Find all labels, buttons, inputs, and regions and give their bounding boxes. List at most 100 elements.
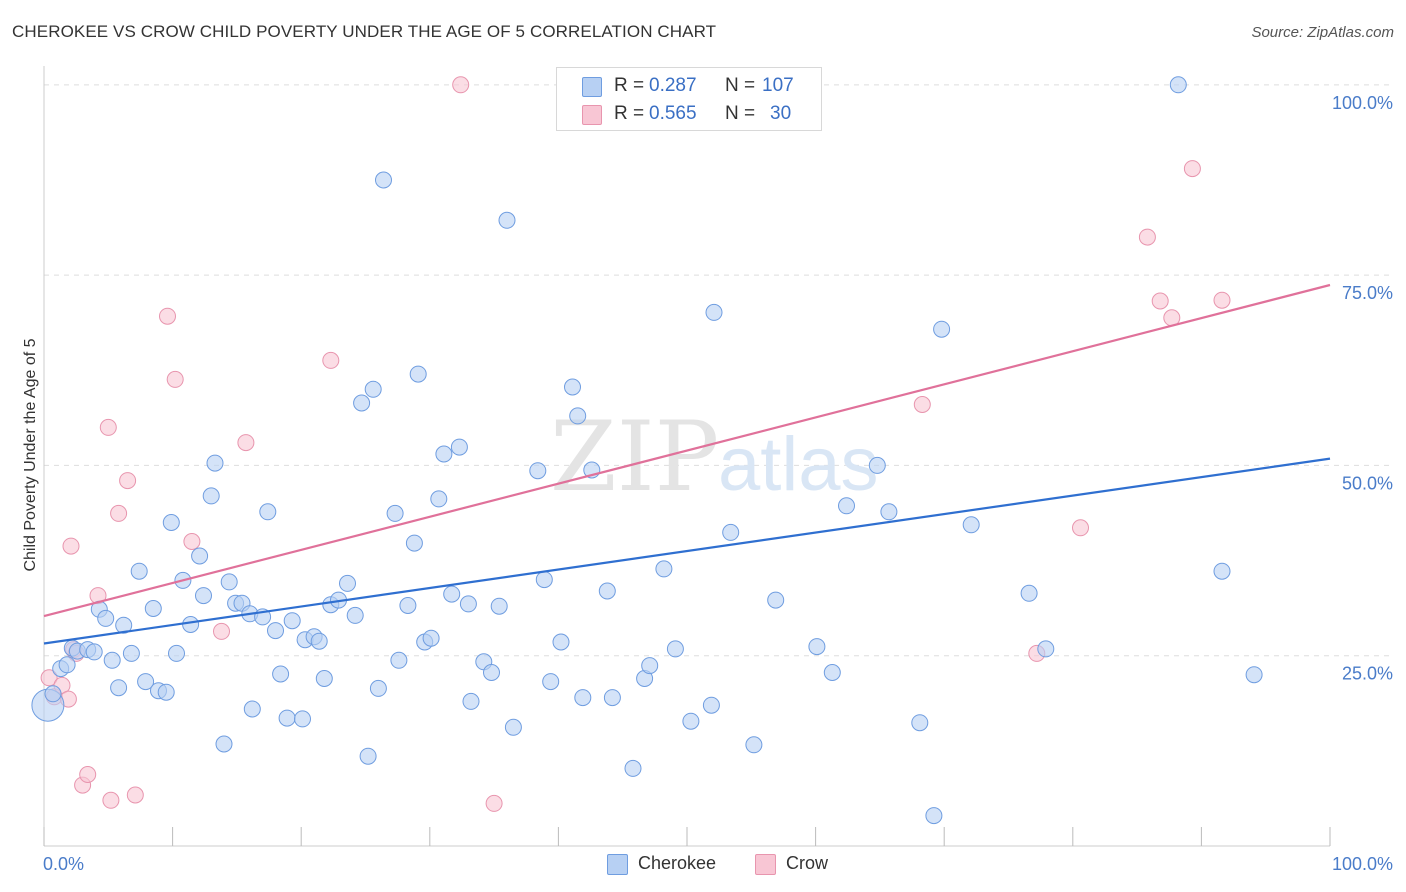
cherokee-point (868, 456, 886, 474)
cherokee-point (722, 523, 740, 541)
watermark: ZIP atlas (550, 401, 879, 513)
cherokee-legend-swatch (607, 854, 628, 875)
cherokee-point (603, 689, 621, 707)
crow-point (79, 766, 97, 783)
cherokee-point (375, 171, 392, 189)
cherokee-point (144, 600, 162, 617)
cherokee-point (569, 407, 587, 425)
crow-point (159, 307, 176, 325)
stats-legend: R = 0.287 N = 107 R = 0.565 N = 30 (556, 67, 822, 131)
crow-point (322, 351, 340, 369)
crow-point (183, 533, 201, 550)
trend-layer (43, 283, 1331, 645)
cherokee-point (823, 664, 841, 681)
cherokee-point (702, 696, 720, 714)
cherokee-point (745, 736, 763, 754)
cherokee-point (542, 673, 560, 691)
cherokee-point (346, 606, 364, 624)
crow-point (1213, 291, 1231, 309)
y-tick-label: 50.0% (1342, 473, 1393, 493)
cherokee-point (369, 679, 387, 697)
cherokee-swatch (582, 77, 602, 97)
crow-point (126, 786, 144, 804)
cherokee-point (911, 714, 929, 732)
cherokee-point (44, 685, 62, 703)
crow-point (452, 76, 470, 94)
cherokee-point (339, 574, 356, 592)
y-tick-label: 100.0% (1332, 93, 1393, 113)
cherokee-point (267, 622, 284, 640)
cherokee-points-layer (31, 76, 1263, 825)
cherokee-trend-line (43, 457, 1331, 645)
cherokee-point (838, 497, 855, 515)
cherokee-point (294, 710, 311, 728)
cherokee-point (202, 487, 220, 505)
cherokee-point (422, 629, 440, 647)
cherokee-n-value: 107 (762, 75, 794, 96)
cherokee-point (137, 673, 155, 691)
cherokee-point (353, 394, 371, 412)
cherokee-point (110, 679, 128, 697)
crow-legend-swatch (755, 854, 776, 875)
crow-point (485, 794, 503, 812)
cherokee-r-value: 0.287 (649, 75, 697, 96)
cherokee-point (310, 632, 328, 650)
crow-point (913, 396, 931, 413)
cherokee-point (364, 380, 382, 398)
cherokee-point (641, 657, 659, 675)
cherokee-point (462, 692, 480, 710)
cherokee-point (220, 573, 238, 591)
crow-legend-label: Crow (786, 853, 829, 873)
cherokee-point (315, 670, 333, 687)
cherokee-point (880, 503, 898, 521)
crow-swatch (582, 105, 602, 125)
cherokee-point (450, 438, 468, 456)
source-credit: Source: ZipAtlas.com (1251, 24, 1394, 41)
cherokee-point (278, 709, 296, 727)
cherokee-point (925, 807, 943, 825)
cherokee-point (767, 591, 785, 609)
y-tick-label: 75.0% (1342, 283, 1393, 303)
cherokee-point (182, 616, 200, 633)
cherokee-point (390, 651, 408, 669)
crow-r-label: R = (614, 103, 645, 124)
cherokee-point (97, 609, 115, 627)
chart-title: CHEROKEE VS CROW CHILD POVERTY UNDER THE… (12, 22, 717, 41)
watermark-atlas: atlas (718, 422, 879, 507)
crow-r-value: 0.565 (649, 103, 697, 124)
crow-point (1183, 160, 1201, 178)
cherokee-point (272, 665, 290, 683)
crow-point (1072, 519, 1089, 537)
cherokee-point (808, 638, 826, 656)
cherokee-point (1037, 640, 1055, 658)
x-tick-label: 100.0% (1332, 854, 1393, 874)
cherokee-point (682, 712, 700, 730)
cherokee-point (409, 365, 427, 383)
grid-layer (44, 84, 1394, 657)
cherokee-point (157, 683, 175, 701)
legend-row-crow: R = 0.565 N = 30 (557, 100, 821, 128)
cherokee-point (399, 597, 417, 614)
label-layer: 25.0% 50.0% 75.0% 100.0% 0.0% 100.0% (43, 93, 1393, 874)
crow-point (213, 622, 230, 640)
crow-point (40, 669, 58, 687)
cherokee-point (574, 689, 592, 707)
crow-point (1138, 228, 1156, 246)
cherokee-point (85, 643, 103, 661)
cherokee-point (359, 747, 377, 765)
cherokee-point (130, 562, 148, 580)
cherokee-point (1213, 562, 1231, 580)
crow-point (166, 370, 184, 388)
cherokee-point (483, 664, 500, 681)
cherokee-point (529, 462, 547, 480)
crow-point (110, 504, 128, 522)
cherokee-point (624, 759, 642, 777)
crow-point (62, 537, 80, 555)
y-axis-title: Child Poverty Under the Age of 5 (22, 338, 39, 571)
cherokee-n-label: N = (725, 75, 756, 96)
cherokee-point (103, 651, 121, 669)
cherokee-point (405, 534, 423, 552)
cherokee-point (1245, 666, 1263, 684)
cherokee-point (386, 504, 404, 522)
